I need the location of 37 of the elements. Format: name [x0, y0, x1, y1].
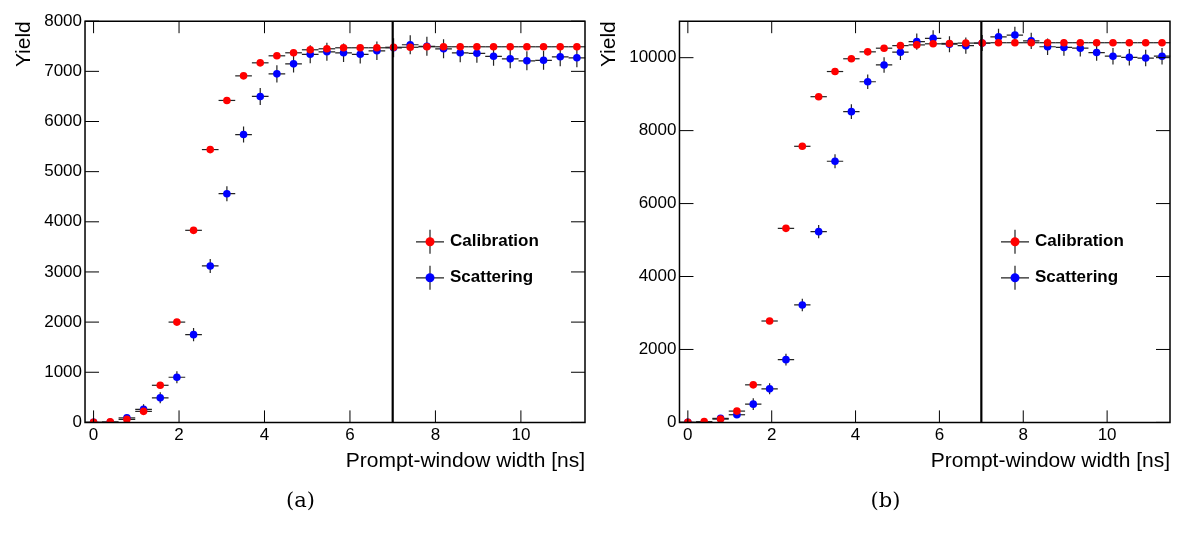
x-tick-label: 10 [511, 425, 531, 445]
x-tick-label: 2 [174, 425, 184, 445]
y-tick-label: 2000 [44, 311, 83, 331]
y-tick-label: 3000 [44, 261, 83, 281]
x-tick-label: 0 [683, 425, 693, 445]
y-tick-label: 0 [72, 412, 83, 432]
x-tick-label: 2 [766, 425, 777, 445]
y-tick-label: 4000 [638, 266, 677, 286]
text: (a) [285, 488, 316, 512]
y-tick-label: 10000 [629, 47, 677, 67]
y-tick-label: 0 [667, 412, 677, 432]
legend-label: Scattering [450, 267, 534, 287]
y-axis-title: Yield [596, 21, 620, 68]
y-tick-label: 7000 [44, 61, 83, 81]
legend-label: Calibration [1035, 231, 1124, 251]
legend-label: Calibration [450, 231, 539, 251]
text: (b) [869, 488, 902, 512]
x-tick-label: 8 [430, 425, 441, 445]
x-tick-label: 4 [259, 425, 270, 445]
x-tick-label: 8 [1018, 425, 1028, 445]
y-tick-label: 2000 [638, 339, 677, 359]
x-axis-title: Prompt-window width [ns] [930, 448, 1170, 472]
y-tick-label: 8000 [44, 10, 83, 30]
y-tick-label: 4000 [44, 211, 83, 231]
legend-label: Scattering [1035, 267, 1119, 287]
y-tick-label: 1000 [44, 361, 83, 381]
y-axis-title: Yield [11, 21, 35, 68]
x-axis-title: Prompt-window width [ns] [345, 448, 585, 472]
x-tick-label: 6 [345, 425, 355, 445]
y-tick-label: 6000 [638, 193, 677, 213]
x-tick-label: 6 [934, 425, 945, 445]
x-tick-label: 0 [88, 425, 99, 445]
y-tick-label: 8000 [638, 120, 677, 140]
x-tick-label: 10 [1097, 425, 1117, 445]
x-tick-label: 4 [850, 425, 861, 445]
y-tick-label: 5000 [44, 161, 83, 181]
y-tick-label: 6000 [44, 111, 83, 131]
